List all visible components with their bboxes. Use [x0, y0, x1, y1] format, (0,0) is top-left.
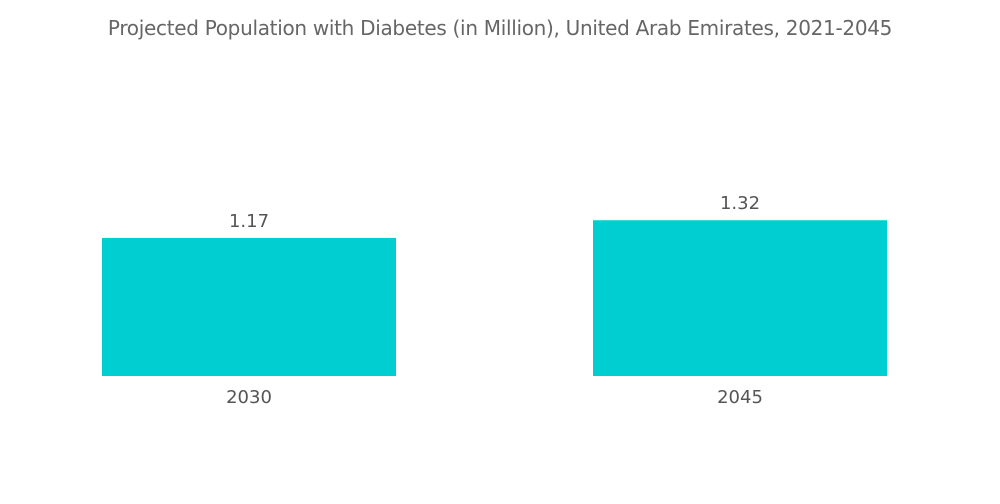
bar-2045 [593, 220, 887, 376]
data-label: 1.32 [720, 193, 760, 214]
bar-2030 [102, 237, 396, 376]
data-label: 1.17 [229, 211, 269, 232]
x-tick-label: 2030 [226, 387, 272, 408]
x-tick-label: 2045 [717, 387, 763, 408]
chart-title: Projected Population with Diabetes (in M… [107, 16, 893, 40]
